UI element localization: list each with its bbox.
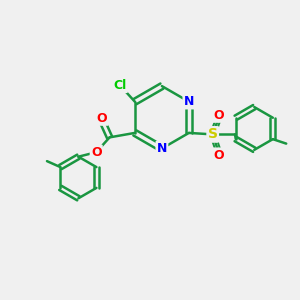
Text: O: O xyxy=(213,109,224,122)
Text: N: N xyxy=(184,95,194,108)
Text: O: O xyxy=(91,146,101,159)
Text: O: O xyxy=(97,112,107,124)
Text: S: S xyxy=(208,128,218,141)
Text: Cl: Cl xyxy=(113,79,127,92)
Text: N: N xyxy=(157,142,167,155)
Text: O: O xyxy=(213,149,224,162)
